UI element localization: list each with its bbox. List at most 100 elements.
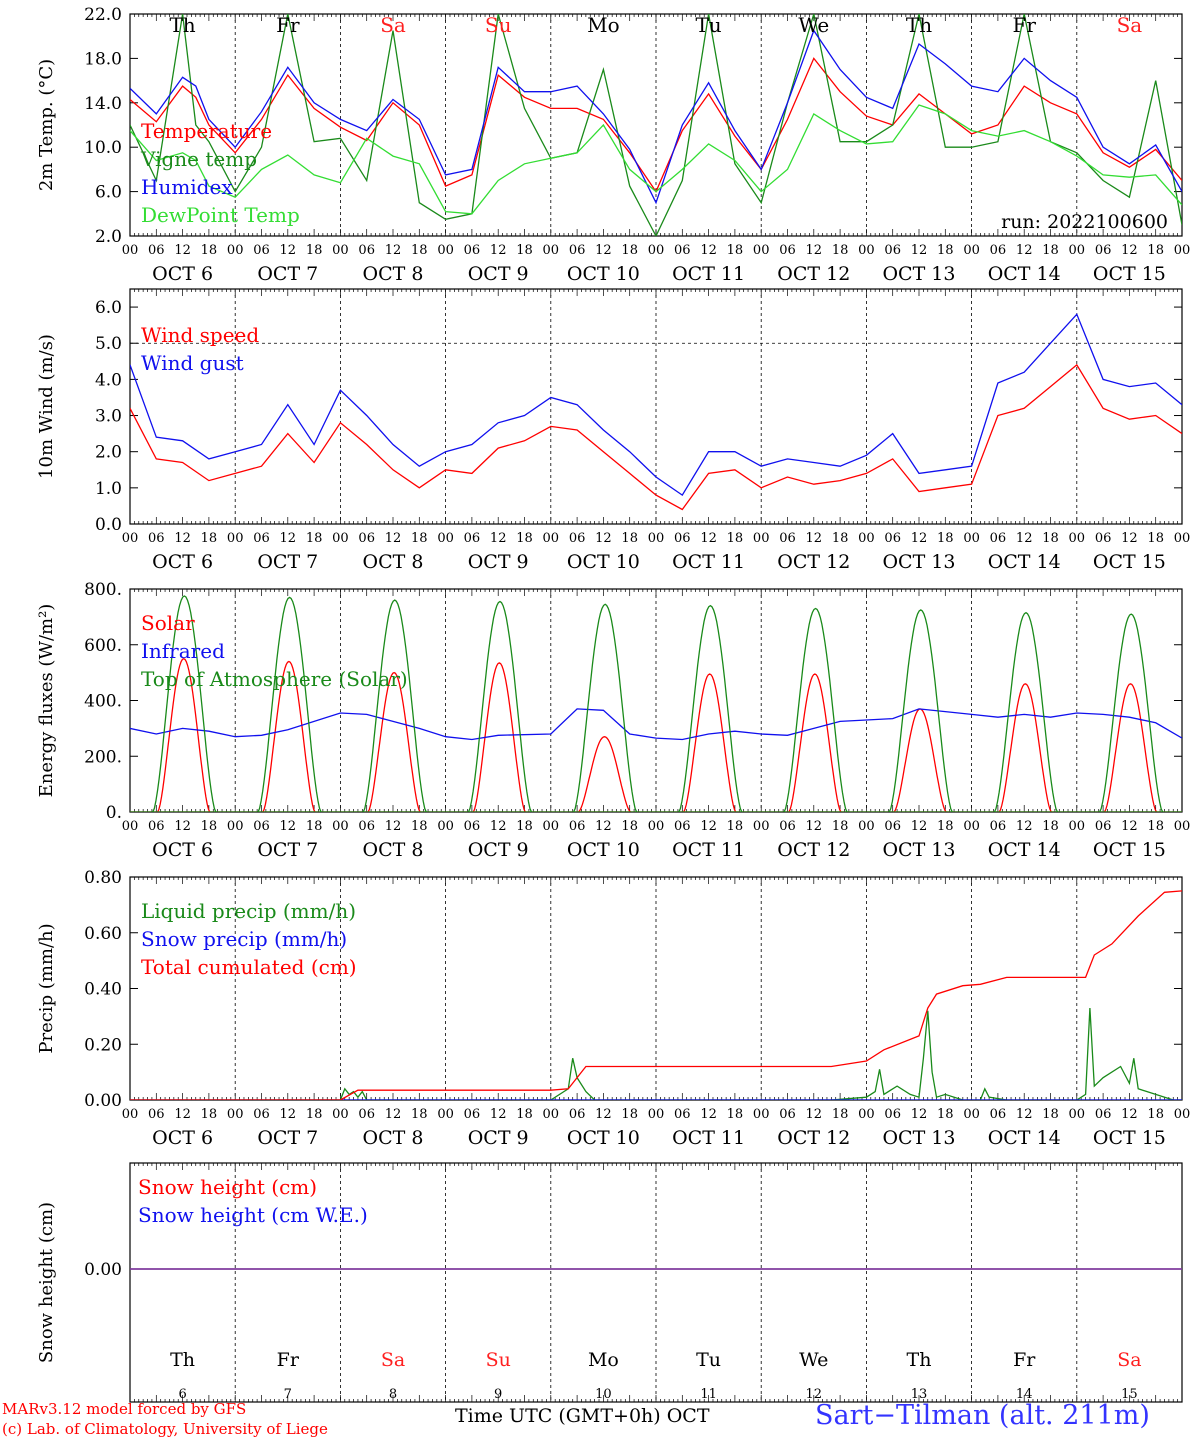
hour-tick-label: 06	[1095, 1107, 1112, 1122]
hour-tick-label: 00	[858, 531, 875, 546]
hour-tick-label: 18	[832, 819, 849, 834]
legend-entry: Wind gust	[141, 351, 244, 375]
y-tick-label: 10.0	[84, 138, 122, 158]
y-tick-label: 2.0	[95, 227, 122, 247]
date-label: OCT 6	[152, 839, 213, 861]
humidex-line	[130, 29, 1182, 205]
hour-tick-label: 00	[543, 819, 560, 834]
hour-tick-label: 18	[516, 1107, 533, 1122]
hour-tick-label: 06	[569, 1107, 586, 1122]
hour-tick-label: 18	[1147, 531, 1164, 546]
infrared-line	[130, 708, 1182, 741]
date-label: OCT 10	[567, 263, 640, 285]
hour-tick-label: 12	[911, 1107, 928, 1122]
hour-tick-label: 06	[148, 531, 165, 546]
hour-tick-label: 00	[858, 1107, 875, 1122]
legend-entry: Temperature	[141, 119, 272, 143]
y-tick-label: 14.0	[84, 94, 122, 114]
date-label: OCT 10	[567, 839, 640, 861]
hour-tick-label: 18	[1147, 819, 1164, 834]
hour-tick-label: 18	[1042, 1107, 1059, 1122]
hour-tick-label: 00	[332, 819, 349, 834]
date-label: OCT 6	[152, 263, 213, 285]
hour-tick-label: 12	[490, 531, 507, 546]
weekday-label: Su	[486, 1349, 511, 1371]
hour-tick-label: 06	[674, 531, 691, 546]
hour-tick-label: 18	[411, 1107, 428, 1122]
hour-tick-label: 12	[595, 531, 612, 546]
hour-tick-label: 00	[227, 1107, 244, 1122]
weekday-label: Mo	[588, 1349, 619, 1371]
hour-tick-label: 00	[858, 243, 875, 258]
toa-solar-line	[130, 595, 1182, 812]
lab-credit: (c) Lab. of Climatology, University of L…	[2, 1420, 328, 1438]
weekday-label: Th	[169, 13, 195, 37]
hour-tick-label: 12	[280, 531, 297, 546]
hour-tick-label: 00	[648, 1107, 665, 1122]
date-label: OCT 6	[152, 1127, 213, 1149]
panel-3: 0. 200. 400. 600. 800. Energy fluxes (W/m²) 00…	[36, 580, 1190, 861]
weekday-label: Sa	[1117, 1349, 1141, 1371]
hour-tick-label: 12	[1121, 819, 1138, 834]
hour-tick-label: 06	[990, 819, 1007, 834]
hour-tick-label: 18	[727, 819, 744, 834]
hour-tick-label: 18	[411, 531, 428, 546]
hour-tick-label: 18	[516, 243, 533, 258]
day-number-label: 8	[389, 1387, 397, 1402]
y-axis-label: 2m Temp. (°C)	[36, 59, 57, 191]
hour-tick-label: 06	[253, 531, 270, 546]
hour-tick-label: 18	[516, 819, 533, 834]
hour-tick-label: 12	[806, 531, 823, 546]
hour-tick-label: 00	[753, 1107, 770, 1122]
weekday-label: We	[799, 1349, 828, 1371]
weekday-label: Su	[485, 13, 512, 37]
date-label: OCT 11	[672, 839, 745, 861]
day-number-label: 13	[911, 1387, 928, 1402]
hour-tick-label: 18	[306, 1107, 323, 1122]
hour-tick-label: 00	[1069, 819, 1086, 834]
hour-tick-label: 00	[227, 531, 244, 546]
hour-tick-label: 00	[227, 819, 244, 834]
hour-tick-label: 06	[358, 531, 375, 546]
y-axis-label: 10m Wind (m/s)	[36, 334, 57, 479]
hour-tick-label: 00	[332, 1107, 349, 1122]
date-label: OCT 15	[1093, 551, 1166, 573]
date-label: OCT 9	[468, 1127, 529, 1149]
model-credit: MARv3.12 model forced by GFS	[2, 1400, 247, 1418]
y-tick-label: 18.0	[84, 49, 122, 69]
time-axis-label: Time UTC (GMT+0h) OCT	[455, 1405, 710, 1427]
hour-tick-label: 00	[437, 531, 454, 546]
hour-tick-label: 06	[779, 531, 796, 546]
weekday-label: Mo	[587, 13, 620, 37]
date-label: OCT 7	[257, 551, 318, 573]
hour-tick-label: 00	[437, 819, 454, 834]
hour-tick-label: 00	[1174, 819, 1191, 834]
hour-tick-label: 06	[358, 819, 375, 834]
y-tick-label: 800.	[84, 580, 122, 600]
date-label: OCT 15	[1093, 1127, 1166, 1149]
hour-tick-label: 00	[753, 531, 770, 546]
hour-tick-label: 06	[1095, 531, 1112, 546]
date-label: OCT 10	[567, 551, 640, 573]
weekday-label: Th	[907, 1349, 932, 1371]
hour-tick-label: 12	[700, 243, 717, 258]
legend-entry: Solar	[141, 611, 195, 635]
hour-tick-label: 00	[963, 1107, 980, 1122]
hour-tick-label: 18	[621, 531, 638, 546]
weekday-label: Tu	[695, 13, 721, 37]
weekday-label: Fr	[1013, 1349, 1036, 1371]
day-number-label: 12	[806, 1387, 823, 1402]
hour-tick-label: 06	[990, 243, 1007, 258]
y-tick-label: 200.	[84, 747, 122, 767]
wind-gust-line	[130, 313, 1182, 497]
y-tick-label: 0.60	[84, 924, 122, 944]
day-number-label: 11	[700, 1387, 717, 1402]
hour-tick-label: 18	[621, 819, 638, 834]
date-label: OCT 14	[988, 551, 1061, 573]
weekday-label: Fr	[1012, 13, 1036, 37]
hour-tick-label: 06	[884, 1107, 901, 1122]
legend-entry: Total cumulated (cm)	[141, 955, 357, 979]
hour-tick-label: 12	[280, 819, 297, 834]
hour-tick-label: 00	[122, 531, 139, 546]
